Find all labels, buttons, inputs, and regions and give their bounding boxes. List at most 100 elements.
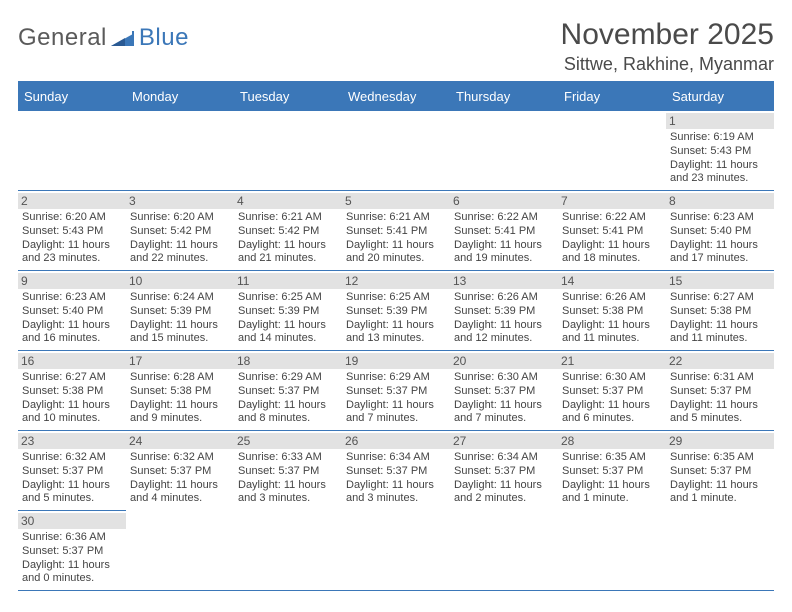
day-info: Sunrise: 6:25 AMSunset: 5:39 PMDaylight:… <box>238 291 338 346</box>
sunset-line: Sunset: 5:37 PM <box>238 385 338 399</box>
sunset-line: Sunset: 5:38 PM <box>22 385 122 399</box>
sunset-line: Sunset: 5:37 PM <box>346 465 446 479</box>
calendar-cell: 29Sunrise: 6:35 AMSunset: 5:37 PMDayligh… <box>666 431 774 511</box>
day-info: Sunrise: 6:29 AMSunset: 5:37 PMDaylight:… <box>346 371 446 426</box>
day-number: 18 <box>234 353 342 369</box>
daylight-line: Daylight: 11 hours and 18 minutes. <box>562 239 662 267</box>
day-number: 30 <box>18 513 126 529</box>
daylight-line: Daylight: 11 hours and 11 minutes. <box>670 319 770 347</box>
weekday-header: Thursday <box>450 83 558 111</box>
calendar-cell: 16Sunrise: 6:27 AMSunset: 5:38 PMDayligh… <box>18 351 126 431</box>
sunrise-line: Sunrise: 6:23 AM <box>22 291 122 305</box>
calendar-cell: 30 Sunrise: 6:36 AMSunset: 5:37 PMDayligh… <box>18 511 126 591</box>
day-info: Sunrise: 6:30 AMSunset: 5:37 PMDaylight:… <box>454 371 554 426</box>
day-number: 10 <box>126 273 234 289</box>
sunset-line: Sunset: 5:37 PM <box>238 465 338 479</box>
day-number: 11 <box>234 273 342 289</box>
calendar-cell: 13Sunrise: 6:26 AMSunset: 5:39 PMDayligh… <box>450 271 558 351</box>
daylight-line: Daylight: 11 hours and 14 minutes. <box>238 319 338 347</box>
day-number: 19 <box>342 353 450 369</box>
day-number: 3 <box>126 193 234 209</box>
day-number: 6 <box>450 193 558 209</box>
day-number: 23 <box>18 433 126 449</box>
calendar-cell: 10 Sunrise: 6:24 AMSunset: 5:39 PMDayligh… <box>126 271 234 351</box>
calendar-header-row: SundayMondayTuesdayWednesdayThursdayFrid… <box>18 83 774 111</box>
day-number: 27 <box>450 433 558 449</box>
calendar-cell <box>126 111 234 191</box>
sunset-line: Sunset: 5:37 PM <box>130 465 230 479</box>
sunset-line: Sunset: 5:41 PM <box>454 225 554 239</box>
sunrise-line: Sunrise: 6:27 AM <box>670 291 770 305</box>
sunset-line: Sunset: 5:39 PM <box>238 305 338 319</box>
weekday-header: Saturday <box>666 83 774 111</box>
sunrise-line: Sunrise: 6:27 AM <box>22 371 122 385</box>
daylight-line: Daylight: 11 hours and 22 minutes. <box>130 239 230 267</box>
calendar-cell: 7Sunrise: 6:22 AMSunset: 5:41 PMDaylight… <box>558 191 666 271</box>
weekday-header: Friday <box>558 83 666 111</box>
daylight-line: Daylight: 11 hours and 0 minutes. <box>22 559 122 587</box>
sunset-line: Sunset: 5:38 PM <box>562 305 662 319</box>
day-info: Sunrise: 6:32 AMSunset: 5:37 PMDaylight:… <box>130 451 230 506</box>
location: Sittwe, Rakhine, Myanmar <box>561 54 774 75</box>
sunrise-line: Sunrise: 6:35 AM <box>562 451 662 465</box>
day-number: 15 <box>666 273 774 289</box>
sunset-line: Sunset: 5:37 PM <box>454 385 554 399</box>
flag-icon <box>111 28 137 48</box>
calendar-cell: 5Sunrise: 6:21 AMSunset: 5:41 PMDaylight… <box>342 191 450 271</box>
day-number: 25 <box>234 433 342 449</box>
daylight-line: Daylight: 11 hours and 1 minute. <box>670 479 770 507</box>
sunrise-line: Sunrise: 6:20 AM <box>130 211 230 225</box>
day-number: 5 <box>342 193 450 209</box>
sunset-line: Sunset: 5:37 PM <box>562 385 662 399</box>
weekday-header: Tuesday <box>234 83 342 111</box>
day-number: 22 <box>666 353 774 369</box>
daylight-line: Daylight: 11 hours and 11 minutes. <box>562 319 662 347</box>
sunrise-line: Sunrise: 6:33 AM <box>238 451 338 465</box>
sunset-line: Sunset: 5:37 PM <box>22 545 122 559</box>
sunrise-line: Sunrise: 6:19 AM <box>670 131 770 145</box>
day-number: 17 <box>126 353 234 369</box>
calendar-cell <box>234 111 342 191</box>
sunrise-line: Sunrise: 6:22 AM <box>454 211 554 225</box>
daylight-line: Daylight: 11 hours and 23 minutes. <box>670 159 770 187</box>
day-number: 1 <box>666 113 774 129</box>
logo-word-2: Blue <box>139 24 189 52</box>
daylight-line: Daylight: 11 hours and 23 minutes. <box>22 239 122 267</box>
day-info: Sunrise: 6:36 AMSunset: 5:37 PMDaylight:… <box>22 531 122 586</box>
sunrise-line: Sunrise: 6:29 AM <box>238 371 338 385</box>
day-number: 4 <box>234 193 342 209</box>
calendar-table: SundayMondayTuesdayWednesdayThursdayFrid… <box>18 83 774 591</box>
day-number: 20 <box>450 353 558 369</box>
day-info: Sunrise: 6:30 AMSunset: 5:37 PMDaylight:… <box>562 371 662 426</box>
weekday-header: Wednesday <box>342 83 450 111</box>
daylight-line: Daylight: 11 hours and 9 minutes. <box>130 399 230 427</box>
sunrise-line: Sunrise: 6:31 AM <box>670 371 770 385</box>
calendar-cell <box>234 511 342 591</box>
day-info: Sunrise: 6:29 AMSunset: 5:37 PMDaylight:… <box>238 371 338 426</box>
sunset-line: Sunset: 5:41 PM <box>346 225 446 239</box>
sunrise-line: Sunrise: 6:25 AM <box>346 291 446 305</box>
day-info: Sunrise: 6:24 AMSunset: 5:39 PMDaylight:… <box>130 291 230 346</box>
daylight-line: Daylight: 11 hours and 2 minutes. <box>454 479 554 507</box>
sunrise-line: Sunrise: 6:25 AM <box>238 291 338 305</box>
day-info: Sunrise: 6:20 AMSunset: 5:42 PMDaylight:… <box>130 211 230 266</box>
calendar-cell <box>558 111 666 191</box>
daylight-line: Daylight: 11 hours and 20 minutes. <box>346 239 446 267</box>
day-info: Sunrise: 6:34 AMSunset: 5:37 PMDaylight:… <box>454 451 554 506</box>
daylight-line: Daylight: 11 hours and 3 minutes. <box>238 479 338 507</box>
calendar-cell <box>450 511 558 591</box>
sunset-line: Sunset: 5:37 PM <box>454 465 554 479</box>
day-number: 12 <box>342 273 450 289</box>
daylight-line: Daylight: 11 hours and 1 minute. <box>562 479 662 507</box>
sunset-line: Sunset: 5:40 PM <box>22 305 122 319</box>
daylight-line: Daylight: 11 hours and 12 minutes. <box>454 319 554 347</box>
calendar-cell: 11 Sunrise: 6:25 AMSunset: 5:39 PMDayligh… <box>234 271 342 351</box>
day-number: 7 <box>558 193 666 209</box>
sunrise-line: Sunrise: 6:28 AM <box>130 371 230 385</box>
sunrise-line: Sunrise: 6:23 AM <box>670 211 770 225</box>
day-number: 14 <box>558 273 666 289</box>
daylight-line: Daylight: 11 hours and 4 minutes. <box>130 479 230 507</box>
daylight-line: Daylight: 11 hours and 19 minutes. <box>454 239 554 267</box>
calendar-cell: 27 Sunrise: 6:34 AMSunset: 5:37 PMDayligh… <box>450 431 558 511</box>
sunrise-line: Sunrise: 6:36 AM <box>22 531 122 545</box>
